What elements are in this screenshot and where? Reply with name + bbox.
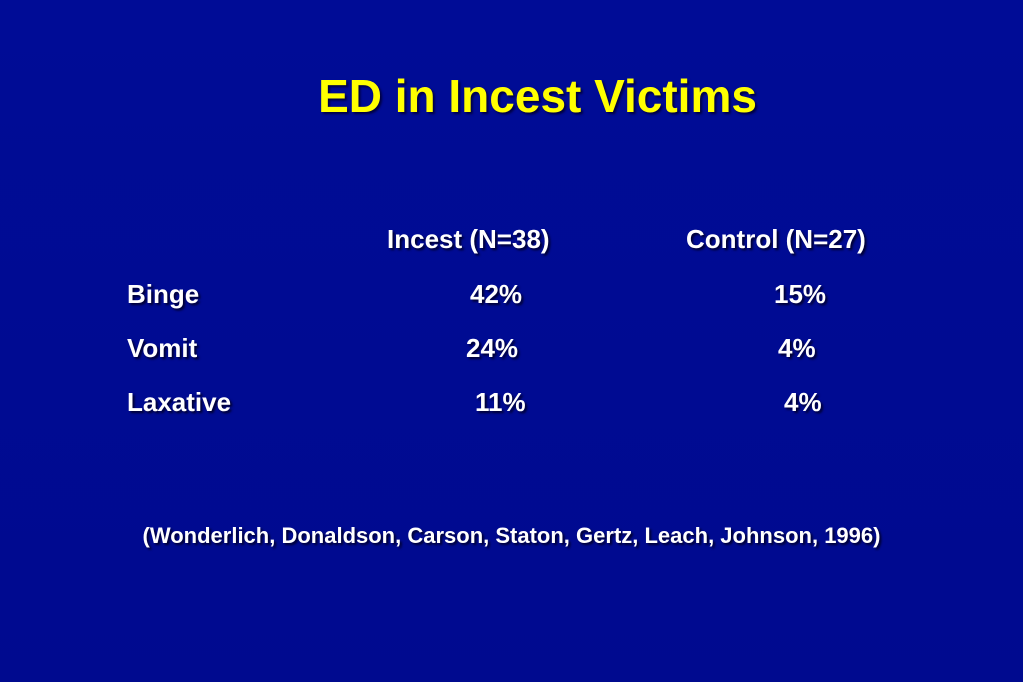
value-vomit-control: 4% bbox=[778, 333, 816, 363]
value-vomit-incest: 24% bbox=[466, 333, 519, 363]
value-laxative-incest: 11% bbox=[475, 387, 526, 417]
column-header-incest: Incest (N=38) bbox=[387, 224, 550, 254]
row-label-binge: Binge bbox=[127, 279, 200, 309]
value-binge-incest: 42% bbox=[470, 279, 523, 309]
slide-title: ED in Incest Victims bbox=[318, 70, 757, 122]
citation: (Wonderlich, Donaldson, Carson, Staton, … bbox=[142, 523, 881, 548]
row-label-laxative: Laxative bbox=[127, 387, 232, 417]
column-header-control: Control (N=27) bbox=[686, 224, 866, 254]
value-binge-control: 15% bbox=[774, 279, 827, 309]
row-label-vomit: Vomit bbox=[127, 333, 198, 363]
value-laxative-control: 4% bbox=[784, 387, 822, 417]
